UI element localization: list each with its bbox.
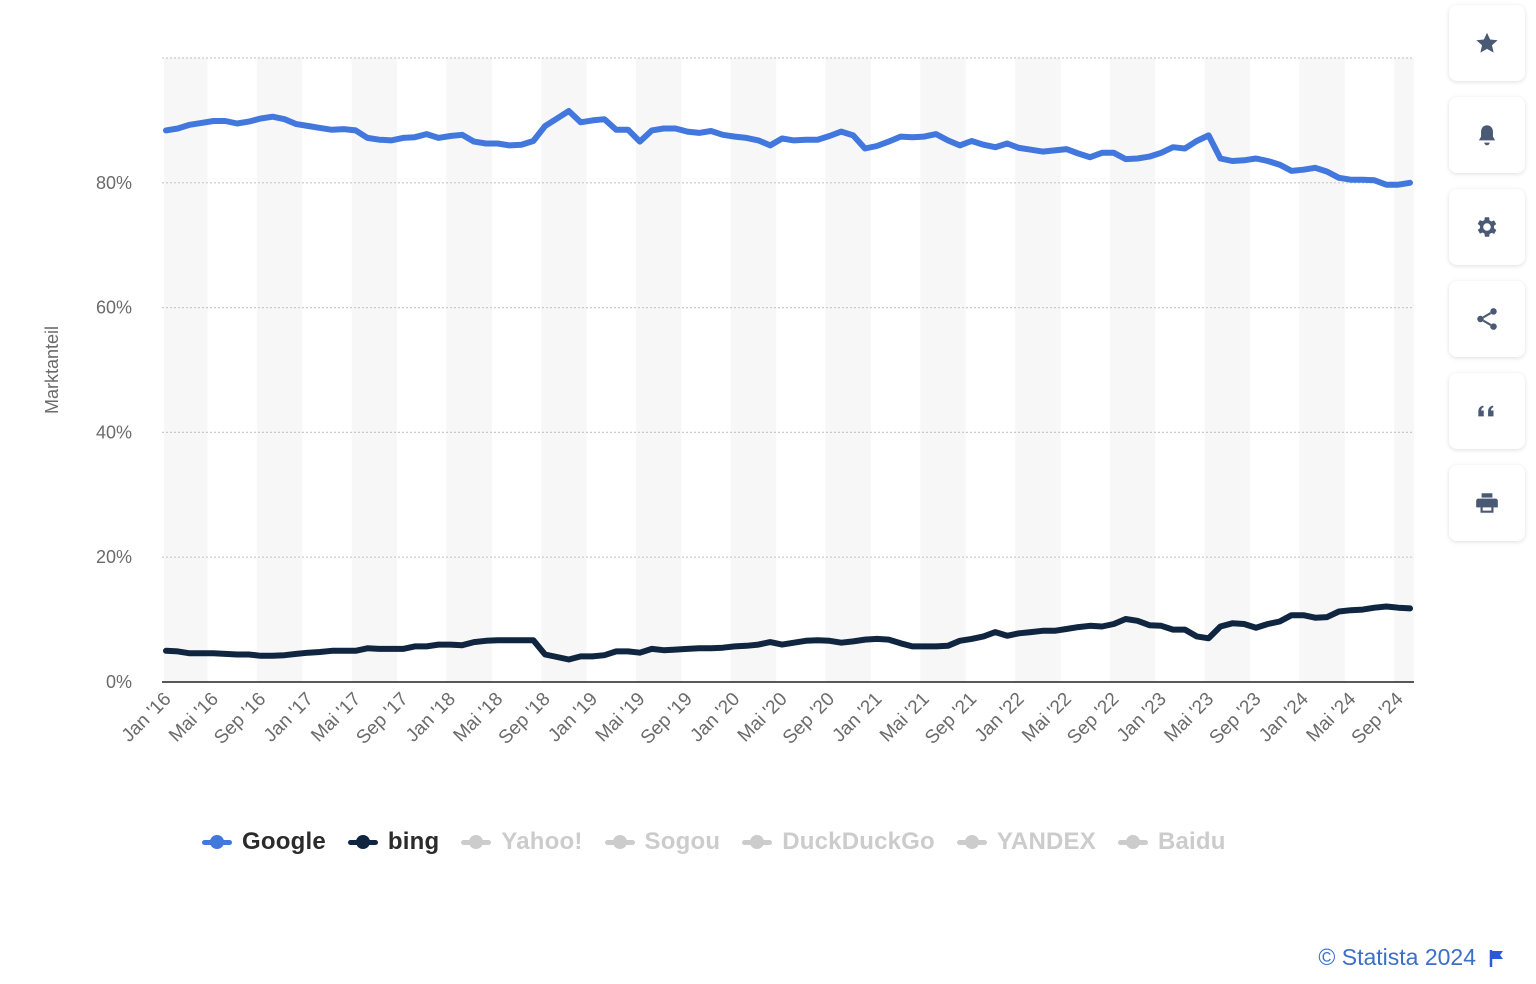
x-tick-label: Jan '24 [1255, 688, 1313, 746]
legend-swatch [346, 832, 380, 852]
print-icon [1476, 493, 1498, 513]
legend-item-yahoo[interactable]: Yahoo! [459, 828, 582, 856]
legend-swatch [603, 832, 637, 852]
legend-label: Baidu [1157, 828, 1226, 855]
background-band [1204, 58, 1251, 682]
quote-icon [1478, 405, 1494, 417]
series-line-google[interactable] [163, 108, 1413, 188]
x-tick-label: Jan '20 [686, 689, 744, 747]
x-tick-label: Sep '22 [1063, 689, 1123, 749]
legend-item-google[interactable]: Google [200, 828, 326, 856]
legend-label: bing [387, 828, 440, 855]
settings-button[interactable] [1449, 189, 1525, 265]
cite-button[interactable] [1449, 373, 1525, 449]
gear-icon [1477, 217, 1497, 237]
x-tick-label: Sep '24 [1348, 688, 1408, 748]
background-band [635, 58, 682, 682]
legend-label: DuckDuckGo [782, 828, 935, 855]
x-tick-label: Jan '22 [971, 689, 1029, 747]
background-band [1299, 58, 1345, 682]
series-lines [163, 108, 1413, 663]
x-tick-label: Jan '21 [829, 689, 887, 747]
legend-item-yandex[interactable]: YANDEX [955, 828, 1096, 856]
legend-swatch [200, 832, 234, 852]
bell-icon [1478, 125, 1496, 146]
legend-swatch [740, 832, 774, 852]
y-tick-label: 40% [96, 422, 132, 442]
legend-label: Google [242, 828, 326, 855]
y-axis-label: Marktanteil [42, 326, 62, 414]
chart-gridlines [162, 57, 1414, 683]
legend-item-baidu[interactable]: Baidu [1116, 828, 1226, 856]
x-tick-label: Sep '16 [210, 689, 270, 749]
flag-icon[interactable] [1488, 948, 1506, 968]
background-band [446, 58, 492, 682]
favorite-button[interactable] [1449, 5, 1525, 81]
background-band [920, 58, 966, 682]
background-band [1015, 58, 1061, 682]
x-tick-label: Sep '21 [921, 689, 981, 749]
y-axis-ticks: 0% 20% 40% 60% 80% [96, 173, 132, 692]
background-band [164, 58, 208, 682]
y-tick-label: 80% [96, 173, 132, 193]
legend-item-duckduckgo[interactable]: DuckDuckGo [740, 828, 935, 856]
legend-item-bing[interactable]: bing [346, 828, 439, 856]
credit: © Statista 2024 [1318, 944, 1506, 971]
star-icon [1476, 32, 1498, 53]
background-band [730, 58, 777, 682]
y-tick-label: 0% [106, 672, 132, 692]
background-band [825, 58, 871, 682]
x-tick-label: Jan '16 [118, 689, 176, 747]
x-tick-label: Sep '20 [779, 689, 839, 749]
x-tick-label: Jan '17 [260, 689, 318, 747]
x-tick-label: Jan '18 [402, 689, 460, 747]
chart-background-bands [164, 58, 1414, 682]
background-band [1394, 58, 1414, 682]
legend-label: YANDEX [996, 828, 1096, 855]
y-tick-label: 60% [96, 298, 132, 318]
x-tick-label: Sep '19 [637, 689, 697, 749]
x-tick-label: Jan '23 [1113, 689, 1171, 747]
background-band [351, 58, 398, 682]
legend: Google bing Yahoo! Sogou DuckDuckGo YANDEX Bai… [200, 828, 1246, 856]
y-tick-label: 20% [96, 547, 132, 567]
legend-swatch [459, 832, 493, 852]
legend-swatch [1116, 832, 1150, 852]
print-button[interactable] [1449, 465, 1525, 541]
x-tick-label: Sep '17 [352, 689, 412, 749]
x-tick-label: Sep '18 [495, 689, 555, 749]
series-line-bing[interactable] [163, 603, 1413, 663]
legend-label: Sogou [644, 828, 721, 855]
notification-button[interactable] [1449, 97, 1525, 173]
background-band [256, 58, 303, 682]
credit-text[interactable]: © Statista 2024 [1318, 944, 1476, 970]
legend-label: Yahoo! [501, 828, 583, 855]
share-button[interactable] [1449, 281, 1525, 357]
background-band [1109, 58, 1156, 682]
toolbar [1449, 5, 1525, 557]
x-tick-label: Jan '19 [544, 689, 602, 747]
x-tick-label: Sep '23 [1206, 689, 1266, 749]
legend-item-sogou[interactable]: Sogou [603, 828, 721, 856]
background-band [541, 58, 587, 682]
share-icon [1477, 308, 1497, 330]
legend-swatch [955, 832, 989, 852]
